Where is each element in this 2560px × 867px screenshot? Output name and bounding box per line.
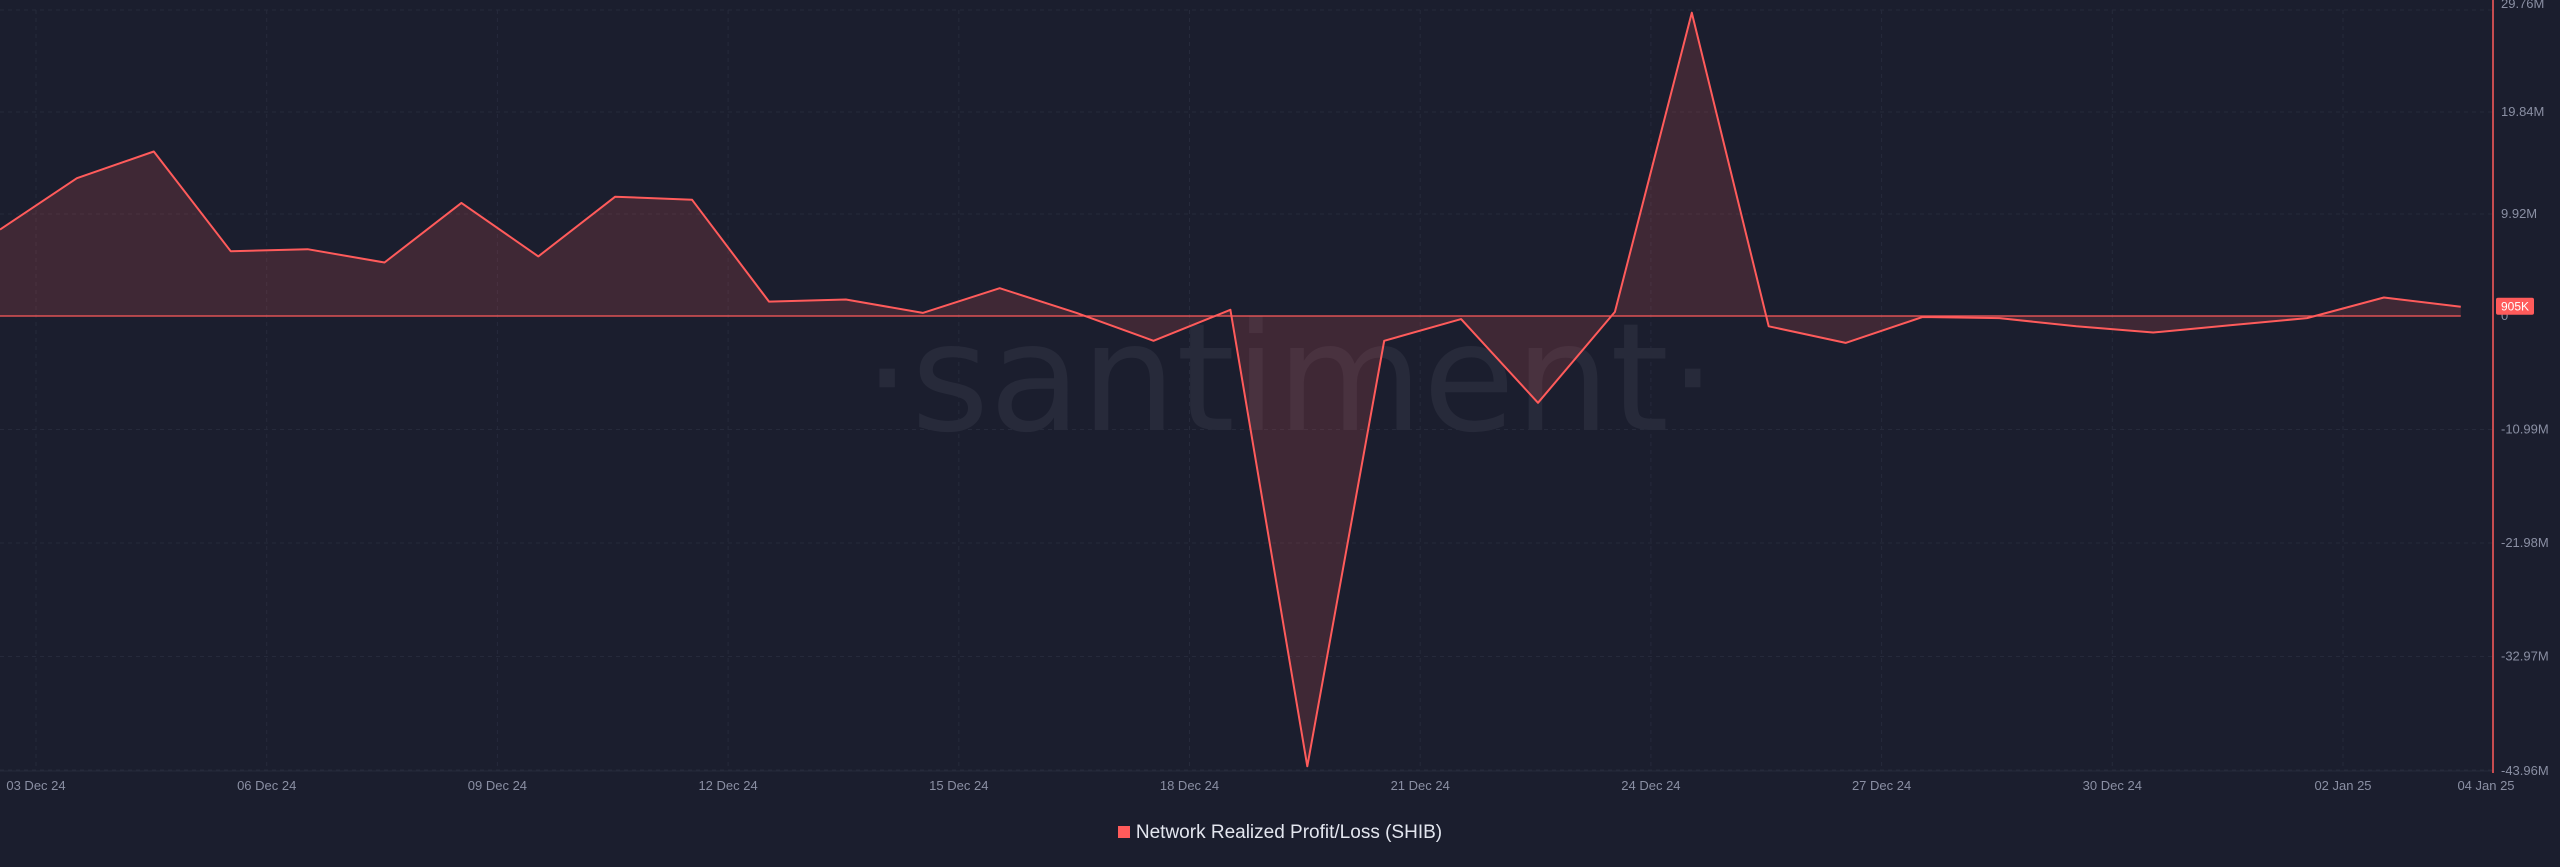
chart-legend[interactable]: Network Realized Profit/Loss (SHIB) [0, 822, 2560, 844]
y-tick-label: -21.98M [2501, 535, 2549, 550]
x-tick-label: 09 Dec 24 [468, 778, 527, 793]
y-tick-label: -43.96M [2501, 763, 2549, 778]
series-area [0, 12, 2461, 767]
series-area-fill [0, 12, 2461, 767]
x-tick-label: 27 Dec 24 [1852, 778, 1911, 793]
santiment-watermark: ·santiment· [863, 292, 1716, 466]
grid-lines [0, 9, 2493, 771]
axes: 29.76M 19.84M 9.92M 0 -10.99M -21.98M -32.97M -… [0, 0, 2549, 793]
y-tick-label: 29.76M [2501, 0, 2544, 11]
current-value-badge-group: 905K [2496, 297, 2534, 315]
current-value-badge [2496, 297, 2534, 315]
x-tick-label: 15 Dec 24 [929, 778, 988, 793]
legend-swatch [1117, 826, 1130, 838]
y-tick-label: -10.99M [2501, 422, 2549, 437]
x-tick-label: 04 Jan 25 [2457, 778, 2514, 793]
legend-label: Network Realized Profit/Loss (SHIB) [1135, 822, 1443, 843]
x-tick-label: 24 Dec 24 [1621, 778, 1680, 793]
x-tick-label: 12 Dec 24 [698, 778, 757, 793]
y-tick-label: 0 [2501, 308, 2508, 323]
y-tick-label: -32.97M [2501, 649, 2549, 664]
series-line [0, 11, 2461, 768]
x-tick-label: 06 Dec 24 [237, 778, 296, 793]
x-tick-label: 30 Dec 24 [2083, 778, 2142, 793]
series-line-group [0, 11, 2461, 768]
x-tick-label: 02 Jan 25 [2314, 778, 2371, 793]
current-value-label: 905K [2501, 300, 2529, 314]
x-tick-label: 03 Dec 24 [6, 778, 65, 793]
x-tick-label: 21 Dec 24 [1391, 778, 1450, 793]
y-tick-label: 9.92M [2501, 206, 2537, 221]
y-tick-label: 19.84M [2501, 104, 2544, 119]
x-tick-label: 18 Dec 24 [1160, 778, 1219, 793]
